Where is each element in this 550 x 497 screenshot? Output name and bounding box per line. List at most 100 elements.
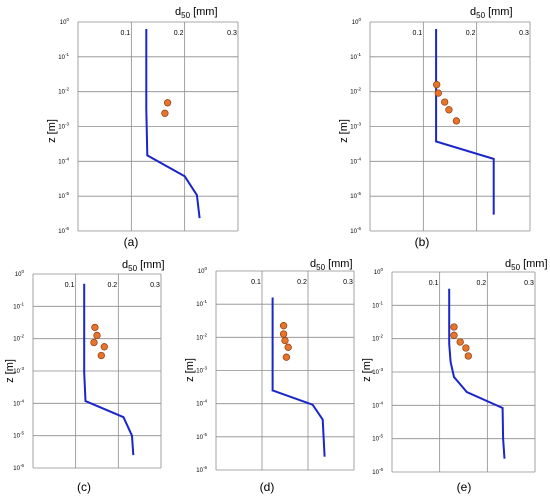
y-tick-label: 10-1 — [372, 300, 383, 309]
y-tick-exponent: -2 — [65, 87, 69, 92]
y-tick-label: 10-5 — [372, 434, 383, 443]
x-tick-label: 0.2 — [107, 282, 117, 289]
x-axis-label-unit: [mm] — [485, 6, 513, 18]
y-tick-exponent: 0 — [380, 267, 383, 272]
y-tick-exponent: -5 — [65, 191, 69, 196]
chart-panel: 100 10-1 10-2 10-3 10-4 10-5 10-6 0.1 0.2 0.3 d50 … — [4, 259, 165, 494]
y-tick-exponent: -1 — [20, 301, 24, 306]
y-tick-exponent: -5 — [357, 191, 361, 196]
y-tick-label: 100 — [374, 267, 384, 276]
y-tick-label: 10-4 — [13, 398, 24, 407]
y-tick-label: 10-3 — [350, 122, 361, 131]
x-tick-label: 0.1 — [120, 30, 130, 37]
y-tick-label: 10-5 — [13, 431, 24, 440]
x-tick-label: 0.1 — [429, 280, 439, 287]
x-tick-label: 0.3 — [343, 279, 353, 286]
y-tick-label: 10-6 — [372, 467, 383, 476]
y-tick-label: 10-6 — [13, 463, 24, 472]
y-tick-label: 10-3 — [372, 367, 383, 376]
y-tick-label: 10-6 — [196, 465, 207, 474]
measurement-point — [282, 353, 291, 361]
measurement-point — [452, 117, 461, 125]
measurement-point — [284, 343, 292, 351]
y-tick-label: 10-2 — [372, 334, 383, 343]
x-axis-label-unit: [mm] — [190, 6, 218, 18]
x-axis-label-unit: [mm] — [137, 259, 165, 271]
y-tick-exponent: -1 — [203, 299, 207, 304]
x-axis-label: d50 [mm] — [122, 259, 165, 273]
measurement-point — [445, 106, 453, 114]
y-tick-label: 10-2 — [13, 334, 24, 343]
chart-panel: 100 10-1 10-2 10-3 10-4 10-5 10-6 0.1 0.2 0.3 d50 … — [338, 6, 531, 249]
x-tick-label: 0.2 — [476, 280, 486, 287]
y-tick-label: 10-1 — [58, 52, 69, 61]
y-tick-exponent: -2 — [357, 87, 361, 92]
x-axis-label: d50 [mm] — [505, 258, 548, 272]
x-axis-label-sub: 50 — [181, 11, 190, 20]
y-axis-label: z [m] — [338, 119, 350, 143]
y-tick-exponent: 0 — [21, 269, 24, 274]
y-axis-label: z [m] — [184, 358, 196, 382]
measurement-point — [464, 352, 472, 360]
y-tick-label: 10-1 — [196, 299, 207, 308]
measurement-point — [434, 89, 442, 97]
x-tick-label: 0.3 — [519, 30, 529, 37]
y-tick-exponent: 0 — [204, 266, 207, 271]
y-tick-label: 10-2 — [350, 87, 361, 96]
x-axis-label-unit: [mm] — [520, 258, 548, 270]
y-tick-exponent: -6 — [203, 465, 207, 470]
x-tick-label: 0.2 — [466, 30, 476, 37]
x-axis-label-sub: 50 — [316, 263, 325, 272]
y-tick-exponent: -4 — [379, 400, 383, 405]
measurement-point — [279, 330, 288, 338]
measurement-point — [281, 336, 289, 345]
y-tick-exponent: -6 — [357, 226, 361, 231]
y-tick-label: 10-4 — [350, 156, 361, 165]
measurement-point — [456, 338, 464, 346]
y-tick-exponent: 0 — [358, 17, 361, 22]
y-tick-label: 10-3 — [58, 122, 69, 131]
y-tick-label: 10-3 — [196, 366, 207, 375]
panel-label: (e) — [457, 480, 472, 494]
model-profile-line — [83, 283, 135, 456]
y-tick-exponent: -5 — [379, 434, 383, 439]
y-tick-label: 10-2 — [196, 332, 207, 341]
measurement-point — [450, 331, 458, 339]
x-axis-label-unit: [mm] — [325, 258, 353, 270]
y-tick-label: 100 — [198, 266, 208, 275]
y-tick-label: 10-5 — [58, 191, 69, 200]
y-tick-exponent: -2 — [20, 334, 24, 339]
y-tick-exponent: -4 — [357, 156, 361, 161]
y-tick-label: 100 — [352, 17, 362, 26]
y-tick-exponent: -3 — [379, 367, 383, 372]
x-axis-label-sub: 50 — [128, 264, 137, 273]
y-tick-exponent: -1 — [379, 300, 383, 305]
y-tick-exponent: -3 — [65, 122, 69, 127]
y-tick-exponent: -6 — [379, 467, 383, 472]
measurement-point — [279, 322, 288, 330]
y-axis-label: z [m] — [4, 359, 16, 383]
measurement-point — [161, 109, 169, 117]
y-tick-exponent: -5 — [203, 432, 207, 437]
y-tick-exponent: -1 — [357, 52, 361, 57]
x-tick-label: 0.2 — [297, 279, 307, 286]
x-axis-label: d50 [mm] — [470, 6, 513, 20]
y-tick-exponent: -2 — [379, 334, 383, 339]
panel-label: (d) — [260, 480, 275, 494]
panel-label: (a) — [124, 235, 139, 249]
y-tick-label: 100 — [15, 269, 25, 278]
chart-panel: 100 10-1 10-2 10-3 10-4 10-5 10-6 0.1 0.2 0.3 d50 … — [184, 258, 355, 494]
measurement-point — [90, 338, 98, 347]
measurement-point — [163, 99, 172, 107]
panel-label: (c) — [77, 480, 91, 494]
y-axis-label: z [m] — [46, 119, 58, 143]
y-tick-label: 10-6 — [58, 226, 69, 235]
x-axis-label-sub: 50 — [476, 11, 485, 20]
x-tick-label: 0.3 — [227, 30, 237, 37]
y-tick-exponent: -6 — [65, 226, 69, 231]
y-tick-label: 10-5 — [196, 432, 207, 441]
y-tick-label: 10-2 — [58, 87, 69, 96]
x-axis-label: d50 [mm] — [310, 258, 353, 272]
chart-panel: 100 10-1 10-2 10-3 10-4 10-5 10-6 0.1 0.2 0.3 d50 … — [46, 6, 239, 249]
measurement-point — [93, 331, 101, 340]
